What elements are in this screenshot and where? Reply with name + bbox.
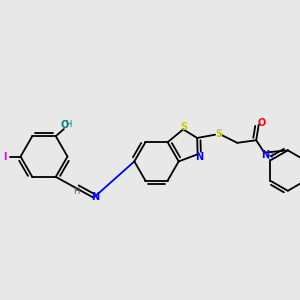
Text: O: O <box>258 118 266 128</box>
Text: I: I <box>4 152 7 161</box>
Text: S: S <box>215 129 222 139</box>
Text: O: O <box>60 120 69 130</box>
Text: H: H <box>266 152 273 161</box>
Text: H: H <box>73 187 80 196</box>
Text: S: S <box>181 122 188 132</box>
Text: N: N <box>195 152 203 162</box>
Text: H: H <box>65 120 72 129</box>
Text: N: N <box>91 192 99 202</box>
Text: N: N <box>261 150 269 160</box>
